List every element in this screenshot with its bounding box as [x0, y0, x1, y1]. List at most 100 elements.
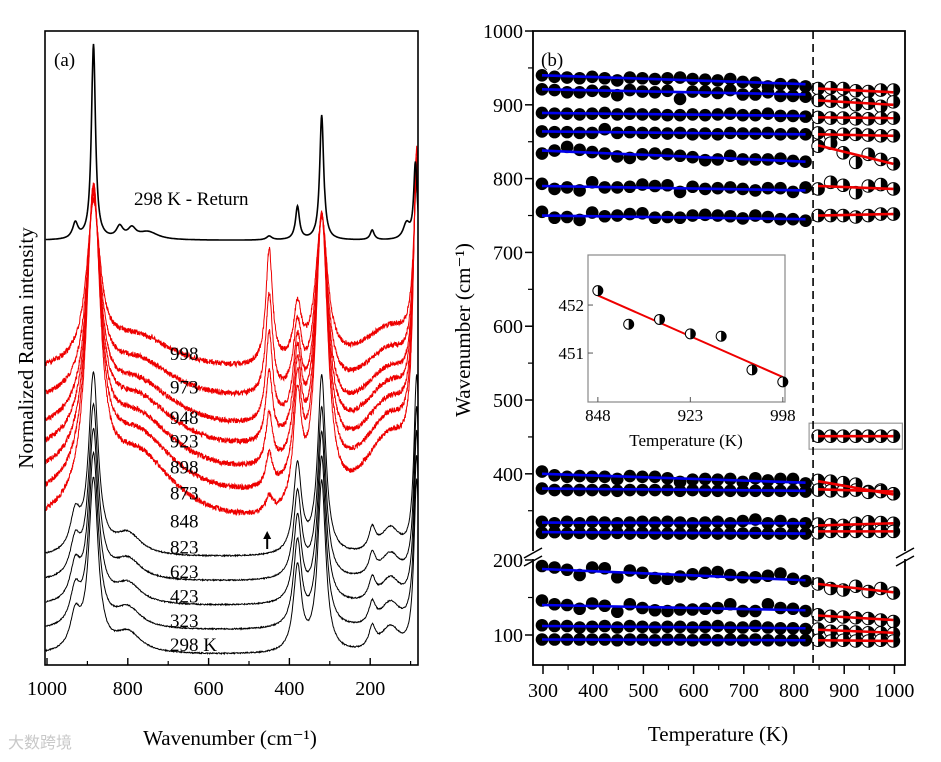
low-temp-marker	[610, 472, 624, 486]
low-temp-marker	[749, 209, 762, 222]
low-temp-marker	[548, 561, 561, 574]
low-temp-marker	[736, 475, 750, 489]
low-temp-marker	[610, 570, 624, 584]
low-temp-fit-line	[541, 624, 806, 630]
panel-a-y-axis-title: Normalized Raman intensity	[14, 227, 38, 469]
low-temp-marker	[736, 604, 750, 618]
low-temp-fit-line	[541, 487, 806, 493]
trace-label: 923	[170, 432, 199, 453]
low-temp-marker	[799, 622, 812, 636]
half-filled-marker	[777, 376, 789, 388]
spectrum-873-k	[45, 150, 418, 491]
high-temp-fit-line	[818, 521, 894, 527]
low-temp-marker	[673, 603, 687, 616]
low-temp-marker	[673, 92, 687, 106]
panel-b-frame-upper	[532, 30, 906, 551]
x-tick-label: 400	[274, 678, 304, 700]
trace-label: 323	[170, 611, 199, 632]
low-temp-marker	[761, 569, 775, 583]
low-temp-fit-line	[541, 214, 806, 221]
low-temp-marker	[711, 153, 724, 166]
low-temp-marker	[774, 89, 787, 103]
low-temp-fit-line	[541, 521, 806, 525]
arrow-450-mode	[263, 531, 272, 549]
low-temp-marker	[723, 83, 737, 97]
inset-x-tick-label: 998	[770, 406, 796, 425]
low-temp-marker	[573, 602, 586, 616]
high-temp-fit-line	[818, 133, 894, 138]
low-temp-marker	[535, 515, 549, 529]
low-temp-marker	[799, 110, 812, 123]
low-temp-marker	[799, 90, 812, 104]
spectrum-898-k	[45, 157, 418, 468]
high-temp-fit-line	[818, 87, 894, 94]
half-filled-marker	[654, 313, 666, 325]
low-temp-fit-line	[541, 88, 806, 96]
low-temp-marker	[585, 597, 599, 610]
half-filled-marker	[874, 581, 888, 596]
x-tick-label: 200	[355, 678, 385, 700]
low-temp-marker	[711, 619, 724, 633]
y-tick-label: 800	[493, 169, 523, 191]
x-tick-label: 500	[628, 680, 658, 702]
low-temp-marker	[535, 465, 549, 478]
half-filled-marker	[848, 210, 863, 224]
high-temp-fit-line	[818, 628, 894, 635]
half-filled-marker	[836, 178, 850, 193]
low-temp-marker	[774, 152, 787, 165]
half-filled-marker	[886, 614, 901, 629]
low-temp-marker	[598, 122, 612, 136]
inset-x-axis-title: Temperature (K)	[629, 431, 743, 450]
low-temp-marker	[774, 472, 787, 486]
low-temp-fit-line	[541, 184, 806, 192]
low-temp-marker	[560, 527, 574, 540]
half-filled-marker	[886, 586, 901, 600]
low-temp-fit-line	[541, 130, 806, 136]
trace-label: 873	[170, 483, 199, 504]
low-temp-marker	[774, 181, 787, 195]
panel-a-spectra: 1000 800 600 400 200 (a) Wavenumber (cm⁻¹) N…	[14, 30, 419, 750]
low-temp-marker	[560, 140, 574, 154]
low-temp-marker	[698, 153, 712, 167]
half-filled-marker	[684, 328, 696, 340]
low-temp-marker	[585, 176, 599, 189]
low-temp-marker	[749, 619, 762, 633]
y-tick-label: 900	[493, 95, 523, 117]
half-filled-marker	[823, 136, 838, 150]
low-temp-marker	[560, 85, 574, 99]
spectrum-948-k	[45, 168, 418, 425]
spectrum-848-k	[45, 145, 418, 517]
low-temp-fit-line	[541, 638, 806, 642]
x-tick-label: 600	[194, 678, 224, 700]
low-temp-marker	[736, 514, 750, 528]
high-temp-fit-line	[817, 144, 894, 166]
half-filled-marker	[886, 83, 901, 97]
trace-label: 948	[170, 408, 199, 429]
panel-b-x-axis-title: Temperature (K)	[648, 722, 788, 746]
panel-a-frame	[44, 30, 419, 666]
inset-frame	[587, 254, 786, 403]
panel-b-mode-frequencies: 300 400 500 600 700 800 900 1000 400 500 600 700 800…	[451, 21, 914, 746]
low-temp-marker	[774, 514, 787, 528]
low-temp-marker	[723, 568, 737, 582]
x-tick-label: 1000	[27, 678, 67, 700]
low-temp-marker	[573, 143, 586, 157]
trace-label: 623	[170, 562, 199, 583]
high-temp-fit-line	[818, 614, 894, 622]
low-temp-marker	[548, 182, 561, 196]
half-filled-marker	[861, 584, 876, 599]
x-tick-label: 800	[113, 678, 143, 700]
low-temp-marker	[786, 89, 800, 103]
trace-label: 823	[170, 538, 199, 559]
high-temp-fit-line	[818, 488, 894, 493]
low-temp-marker	[761, 85, 775, 99]
low-temp-marker	[548, 483, 561, 497]
panel-b-y-axis-title: Wavenumber (cm⁻¹)	[451, 243, 475, 417]
low-temp-marker	[723, 149, 737, 163]
spectrum-823-k	[45, 370, 418, 558]
low-temp-marker	[648, 179, 662, 193]
half-filled-marker	[746, 364, 758, 376]
trace-label: 298 K - Return	[134, 189, 249, 210]
inset-451-mode: Temperature (K) 848 923 998 451 452	[559, 254, 796, 450]
